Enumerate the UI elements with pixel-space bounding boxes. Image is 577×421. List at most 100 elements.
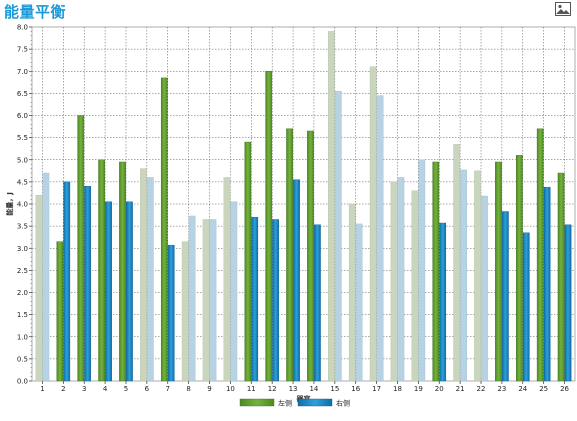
y-tick-label: 5.5 <box>17 134 28 142</box>
bar-left-1 <box>35 194 43 382</box>
bar-right-24 <box>522 232 530 382</box>
x-axis-title: 器官 <box>296 394 311 403</box>
x-tick-label: 18 <box>393 385 402 393</box>
x-tick-label: 22 <box>477 385 486 393</box>
bar-left-16 <box>348 203 356 382</box>
bar-right-7 <box>167 244 175 382</box>
image-icon[interactable] <box>555 2 571 16</box>
bar-right-11 <box>251 217 259 382</box>
y-tick-label: 0.5 <box>17 355 28 363</box>
x-tick-label: 21 <box>456 385 465 393</box>
page-title: 能量平衡 <box>4 3 67 21</box>
x-tick-label: 23 <box>497 385 506 393</box>
y-tick-label: 2.0 <box>17 289 28 297</box>
bar-right-10 <box>230 201 238 382</box>
bar-left-7 <box>160 77 168 382</box>
bar-left-24 <box>515 155 523 382</box>
legend-label-right: 右侧 <box>336 399 350 408</box>
y-tick-label: 1.0 <box>17 333 28 341</box>
bar-left-17 <box>369 66 377 382</box>
x-tick-label: 7 <box>166 385 170 393</box>
y-tick-label: 4.0 <box>17 201 28 209</box>
bar-right-4 <box>105 201 112 382</box>
x-tick-label: 24 <box>518 385 527 393</box>
bar-left-8 <box>181 241 189 382</box>
x-tick-label: 26 <box>560 385 569 393</box>
x-tick-label: 14 <box>309 385 318 393</box>
y-tick-label: 2.5 <box>17 267 28 275</box>
bar-right-22 <box>481 195 488 382</box>
x-tick-label: 2 <box>61 385 65 393</box>
bar-left-18 <box>390 181 398 382</box>
y-tick-label: 7.5 <box>17 46 28 54</box>
bar-right-1 <box>42 172 50 382</box>
bar-right-15 <box>334 90 342 382</box>
bar-right-8 <box>188 215 196 382</box>
y-tick-label: 3.5 <box>17 223 28 231</box>
bar-left-19 <box>411 190 419 382</box>
bar-left-10 <box>223 177 231 382</box>
bar-left-20 <box>432 161 440 382</box>
y-tick-label: 4.5 <box>17 178 28 186</box>
bar-right-6 <box>146 177 154 382</box>
x-tick-label: 15 <box>330 385 339 393</box>
x-tick-label: 17 <box>372 385 381 393</box>
x-tick-label: 4 <box>103 385 108 393</box>
legend-label-left: 左侧 <box>278 399 292 408</box>
x-tick-label: 19 <box>414 385 423 393</box>
x-tick-label: 1 <box>40 385 44 393</box>
x-tick-label: 11 <box>247 385 256 393</box>
bar-right-26 <box>564 224 572 382</box>
bar-right-21 <box>460 169 467 382</box>
bar-left-26 <box>557 172 565 382</box>
bar-left-5 <box>119 161 126 382</box>
bar-left-3 <box>77 115 85 382</box>
bar-right-17 <box>376 95 384 382</box>
x-tick-label: 9 <box>207 385 211 393</box>
bar-right-19 <box>418 159 426 382</box>
x-tick-label: 12 <box>268 385 277 393</box>
x-tick-label: 10 <box>226 385 235 393</box>
bar-right-5 <box>126 201 133 382</box>
bar-right-9 <box>209 219 217 382</box>
bar-right-2 <box>63 181 71 382</box>
y-tick-label: 8.0 <box>17 24 28 32</box>
y-tick-label: 1.5 <box>17 311 28 319</box>
bar-right-12 <box>272 219 279 382</box>
x-tick-label: 13 <box>289 385 298 393</box>
x-tick-label: 16 <box>351 385 360 393</box>
bar-right-20 <box>439 222 447 382</box>
bar-left-25 <box>536 128 544 382</box>
bar-left-14 <box>307 130 314 382</box>
x-tick-label: 20 <box>435 385 444 393</box>
x-tick-label: 6 <box>145 385 150 393</box>
bar-right-18 <box>397 177 405 382</box>
legend-swatch-left <box>239 398 275 407</box>
bar-left-11 <box>244 141 252 382</box>
x-tick-label: 8 <box>186 385 190 393</box>
bar-left-12 <box>265 71 273 382</box>
bar-left-2 <box>56 241 64 382</box>
y-tick-label: 6.5 <box>17 90 28 98</box>
x-tick-label: 25 <box>539 385 548 393</box>
bar-right-23 <box>502 211 509 382</box>
bar-right-13 <box>293 179 300 382</box>
bar-right-14 <box>314 224 321 382</box>
bar-right-25 <box>543 186 551 382</box>
bar-right-16 <box>355 223 363 382</box>
x-tick-label: 5 <box>124 385 128 393</box>
bar-left-15 <box>328 31 335 382</box>
bar-left-23 <box>495 161 502 382</box>
y-axis-title: 能量，J <box>5 192 14 216</box>
y-tick-label: 6.0 <box>17 112 28 120</box>
bar-left-22 <box>474 170 481 382</box>
y-tick-label: 7.0 <box>17 68 28 76</box>
bar-left-13 <box>286 128 293 382</box>
x-tick-label: 3 <box>82 385 86 393</box>
bar-left-6 <box>140 168 147 382</box>
bar-right-3 <box>84 186 92 382</box>
y-tick-label: 3.0 <box>17 245 28 253</box>
bar-left-9 <box>202 219 210 382</box>
